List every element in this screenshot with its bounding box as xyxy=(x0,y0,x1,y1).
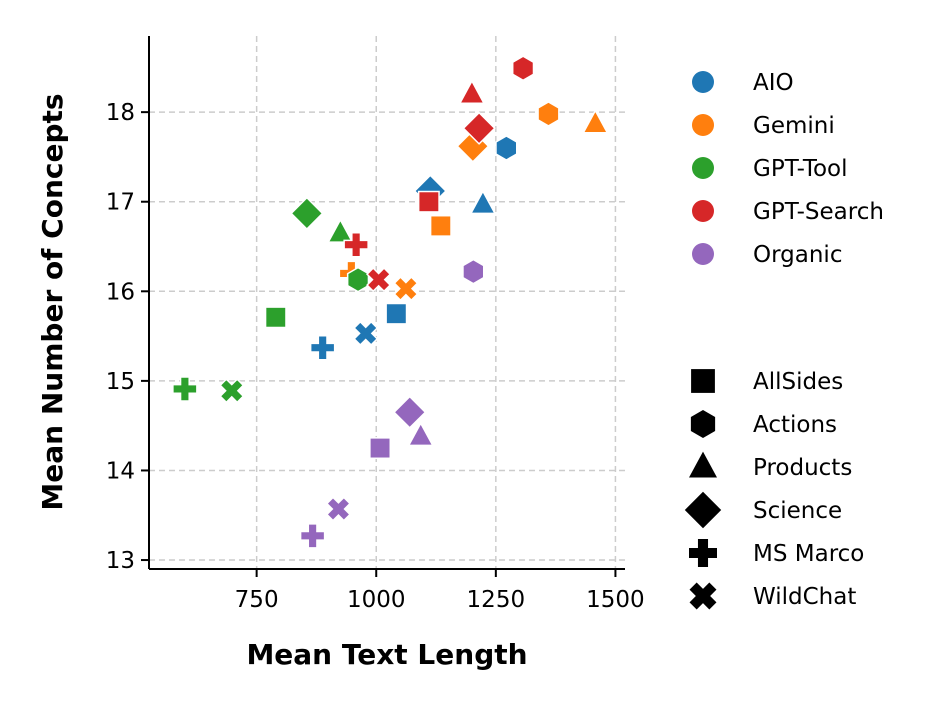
point-organic-actions xyxy=(462,258,485,285)
y-axis-label: Mean Number of Concepts xyxy=(36,93,69,510)
point-gpt-tool-actions xyxy=(346,266,370,293)
legend-marker-science xyxy=(684,491,722,529)
x-tick-label: 1250 xyxy=(467,587,526,613)
point-organic-products xyxy=(407,421,434,447)
point-organic-wildchat xyxy=(325,496,352,522)
y-tick-label: 16 xyxy=(106,279,135,305)
legend-label-organic: Organic xyxy=(753,242,842,268)
point-gpt-search-actions xyxy=(511,55,535,82)
legend: AIO Gemini GPT-Tool GPT-Search Organic AllSid… xyxy=(684,70,884,610)
point-gpt-search-science xyxy=(462,111,496,145)
legend-label-actions: Actions xyxy=(753,412,837,438)
point-gpt-search-allsides xyxy=(417,190,440,213)
x-tick-label: 750 xyxy=(235,587,279,613)
point-aio-allsides xyxy=(385,302,408,325)
point-aio-ms-marco xyxy=(309,334,336,361)
x-axis-label: Mean Text Length xyxy=(246,638,527,671)
point-gemini-wildchat xyxy=(393,276,419,302)
point-gpt-tool-allsides xyxy=(264,306,287,329)
point-gpt-search-ms-marco xyxy=(343,231,369,258)
legend-label-gpt-search: GPT-Search xyxy=(753,199,884,225)
x-ticks: 750 1000 1250 1500 xyxy=(235,569,645,613)
y-tick-label: 14 xyxy=(106,458,135,484)
legend-marker-products xyxy=(689,451,717,478)
legend-label-science: Science xyxy=(753,498,842,524)
point-gemini-allsides xyxy=(429,214,452,237)
point-gemini-actions xyxy=(537,101,560,127)
legend-marker-wildchat xyxy=(689,582,717,610)
legend-label-gemini: Gemini xyxy=(753,113,835,139)
y-tick-label: 15 xyxy=(106,369,135,395)
y-tick-label: 13 xyxy=(106,548,135,574)
point-aio-actions xyxy=(495,135,518,161)
legend-label-ms-marco: MS Marco xyxy=(753,541,864,567)
point-gpt-search-products xyxy=(458,79,486,104)
grid xyxy=(149,36,625,569)
legend-marker-organic xyxy=(692,243,714,265)
legend-marker-gemini xyxy=(692,114,714,136)
legend-marker-ms-marco xyxy=(689,539,717,567)
legend-marker-gpt-search xyxy=(692,200,714,222)
legend-label-allsides: AllSides xyxy=(753,369,843,395)
legend-label-wildchat: WildChat xyxy=(753,584,856,610)
point-gpt-search-wildchat xyxy=(366,267,392,293)
point-organic-science xyxy=(393,395,427,429)
y-tick-label: 17 xyxy=(106,190,135,216)
legend-label-products: Products xyxy=(753,455,852,481)
point-gpt-tool-science xyxy=(290,196,324,231)
legend-marker-gpt-tool xyxy=(692,157,714,179)
axes xyxy=(148,36,625,570)
legend-marker-aio xyxy=(692,71,714,93)
point-aio-products xyxy=(469,189,497,215)
legend-label-gpt-tool: GPT-Tool xyxy=(753,156,848,182)
point-organic-ms-marco xyxy=(299,523,326,549)
point-aio-wildchat xyxy=(353,320,379,347)
y-ticks: 13 14 15 16 17 18 xyxy=(106,100,149,574)
legend-marker-actions xyxy=(690,410,716,438)
point-gpt-tool-wildchat xyxy=(219,378,245,404)
x-tick-label: 1500 xyxy=(586,587,645,613)
legend-marker-allsides xyxy=(691,369,715,393)
point-gemini-products xyxy=(582,109,609,134)
point-organic-allsides xyxy=(369,437,392,460)
data-points xyxy=(172,55,609,549)
point-gpt-tool-ms-marco xyxy=(172,376,198,402)
legend-label-aio: AIO xyxy=(753,70,794,96)
y-tick-label: 18 xyxy=(106,100,135,126)
x-tick-label: 1000 xyxy=(347,587,406,613)
point-gpt-tool-products xyxy=(327,218,354,243)
